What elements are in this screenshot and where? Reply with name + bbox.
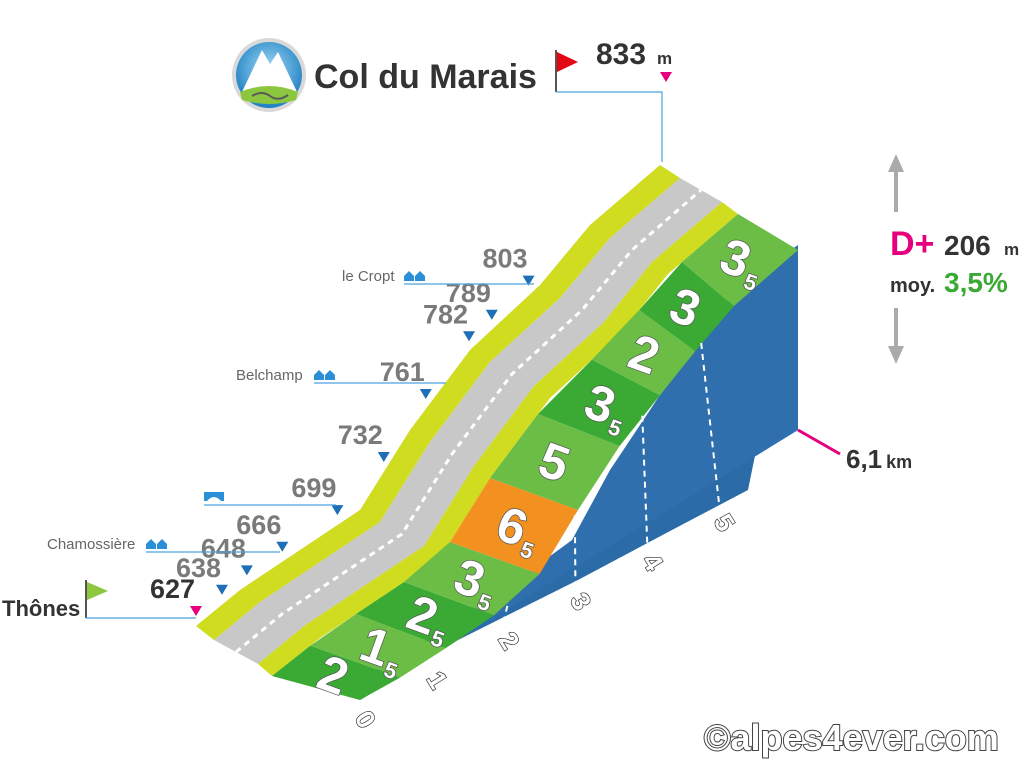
avg-label: moy. xyxy=(890,275,935,297)
slope-segment xyxy=(538,359,660,446)
start-flag-icon xyxy=(85,580,108,618)
altitude-label: 666 xyxy=(236,510,281,540)
road-edge-near xyxy=(258,202,738,676)
altitude-marker-icon xyxy=(463,331,476,342)
altitude-marker-icon xyxy=(240,565,253,576)
start-name: Thônes xyxy=(2,596,80,621)
altitude-label: 789 xyxy=(446,278,491,308)
km-tick-label: 3 xyxy=(564,587,597,615)
altitude-label: 732 xyxy=(338,420,383,450)
place-label: Belchamp xyxy=(236,367,303,384)
slope-segment xyxy=(404,542,540,616)
copyright: ©alpes4ever.com xyxy=(704,717,999,758)
houses-icon xyxy=(146,539,167,549)
avg-value: 3,5% xyxy=(944,267,1008,298)
altitude-marker-icon xyxy=(377,451,390,462)
slope-segment xyxy=(310,614,446,678)
altitude-marker-icon xyxy=(522,275,535,286)
km-tick-label: 4 xyxy=(636,548,669,577)
bridge-icon xyxy=(204,492,224,501)
place-le-cropt: le Cropt xyxy=(342,268,534,285)
place-bridge xyxy=(204,492,336,506)
distance-number: 6,1 xyxy=(846,444,882,474)
km-tick: 0 xyxy=(348,705,383,735)
altitude-label: 761 xyxy=(380,357,425,387)
km-tick-label: 1 xyxy=(421,666,454,694)
km-tick: 4 xyxy=(635,547,670,577)
road-edge-far xyxy=(196,165,680,640)
slope-segment xyxy=(592,310,696,396)
km-drop-line xyxy=(428,658,433,662)
slope-segment xyxy=(356,582,494,648)
km-tick-label: 2 xyxy=(493,627,526,655)
altitude-label: 648 xyxy=(201,533,246,563)
km-drop-line xyxy=(573,515,577,582)
dplus-unit: m xyxy=(1004,240,1019,259)
km-tick: 5 xyxy=(707,508,742,538)
dplus-value: 206 xyxy=(944,230,991,261)
summit-flag-icon xyxy=(555,50,578,92)
slope-segment xyxy=(450,478,578,574)
km-drop-lines xyxy=(428,342,721,662)
altitude-label: 803 xyxy=(483,244,528,274)
summit-altitude-unit: m xyxy=(657,49,672,68)
slope-segment xyxy=(490,414,620,510)
altitude-label: 699 xyxy=(291,473,336,503)
down-arrow-icon xyxy=(888,308,904,364)
page-title: Col du Marais xyxy=(314,58,537,96)
place-label: Chamossière xyxy=(47,536,135,553)
km-tick-label: 5 xyxy=(708,509,741,537)
road-surface xyxy=(214,178,722,664)
altitude-marker-icon xyxy=(276,541,289,552)
distance-value: 6,1 km xyxy=(846,444,912,474)
slope-segment xyxy=(272,645,400,700)
km-drop-line xyxy=(700,342,721,504)
summit-marker-icon xyxy=(660,72,672,82)
summit-altitude: 833 xyxy=(596,38,646,71)
altitude-marker-icon xyxy=(331,505,344,516)
altitude-marker-icon xyxy=(485,309,498,320)
houses-icon xyxy=(404,271,425,281)
altitude-marker-icon xyxy=(419,389,432,400)
distance-unit: km xyxy=(886,452,912,472)
km-tick: 1 xyxy=(420,665,455,695)
summit-leader-line xyxy=(556,91,663,162)
altitude-label: 627 xyxy=(150,574,195,604)
place-label: le Cropt xyxy=(342,268,395,285)
km-tick: 2 xyxy=(492,626,527,656)
altitude-marker-icon xyxy=(215,584,228,595)
km-tick-label: 0 xyxy=(349,705,382,733)
dplus-label: D+ xyxy=(890,225,934,263)
mountain-logo-icon xyxy=(232,38,306,112)
place-chamossiere: Chamossière xyxy=(47,536,280,553)
km-drop-line xyxy=(502,605,509,622)
altitude-marker-icon xyxy=(190,606,202,616)
up-arrow-icon xyxy=(888,154,904,212)
slope-segment xyxy=(639,262,734,352)
distance-marker xyxy=(797,428,841,456)
place-belchamp: Belchamp xyxy=(236,367,446,384)
altitude-label: 782 xyxy=(423,299,468,329)
slope-segment xyxy=(682,214,798,306)
altitude-label: 638 xyxy=(176,553,221,583)
km-tick: 3 xyxy=(564,587,599,617)
road-centerline xyxy=(235,188,702,654)
houses-icon xyxy=(314,370,335,380)
